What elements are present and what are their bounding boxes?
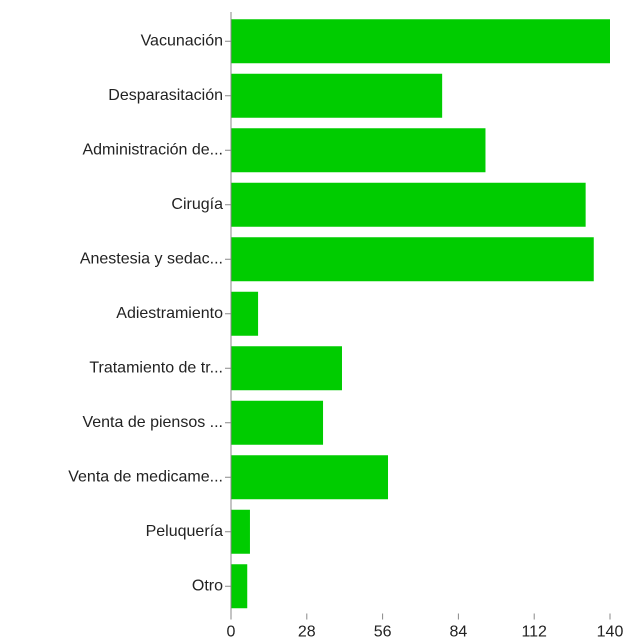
y-tick-label: Peluquería <box>146 523 223 540</box>
x-tick-label: 140 <box>597 624 624 639</box>
x-tick-label: 28 <box>298 624 316 639</box>
x-tick-label: 56 <box>374 624 392 639</box>
y-tick-label: Administración de... <box>82 141 223 158</box>
bar <box>231 182 586 227</box>
bar <box>231 19 610 64</box>
bar <box>231 509 250 554</box>
y-tick-label: Cirugía <box>171 196 223 213</box>
y-tick-label: Tratamiento de tr... <box>89 359 223 376</box>
bar <box>231 237 594 282</box>
x-tick-label: 0 <box>227 624 236 639</box>
x-tick-label: 84 <box>450 624 468 639</box>
y-tick-label: Anestesia y sedac... <box>80 250 223 267</box>
y-tick-label: Adiestramiento <box>116 305 223 322</box>
bar <box>231 346 342 391</box>
bar <box>231 564 248 609</box>
bar <box>231 128 486 173</box>
y-tick-label: Otro <box>192 577 223 594</box>
bar <box>231 400 324 445</box>
bar <box>231 73 443 118</box>
y-tick-label: Vacunación <box>141 32 223 49</box>
x-tick-label: 112 <box>521 624 547 639</box>
y-tick-label: Venta de medicame... <box>68 468 223 485</box>
y-tick-label: Desparasitación <box>108 87 223 104</box>
bar <box>231 455 389 500</box>
bar <box>231 291 259 336</box>
y-tick-label: Venta de piensos ... <box>82 414 223 431</box>
